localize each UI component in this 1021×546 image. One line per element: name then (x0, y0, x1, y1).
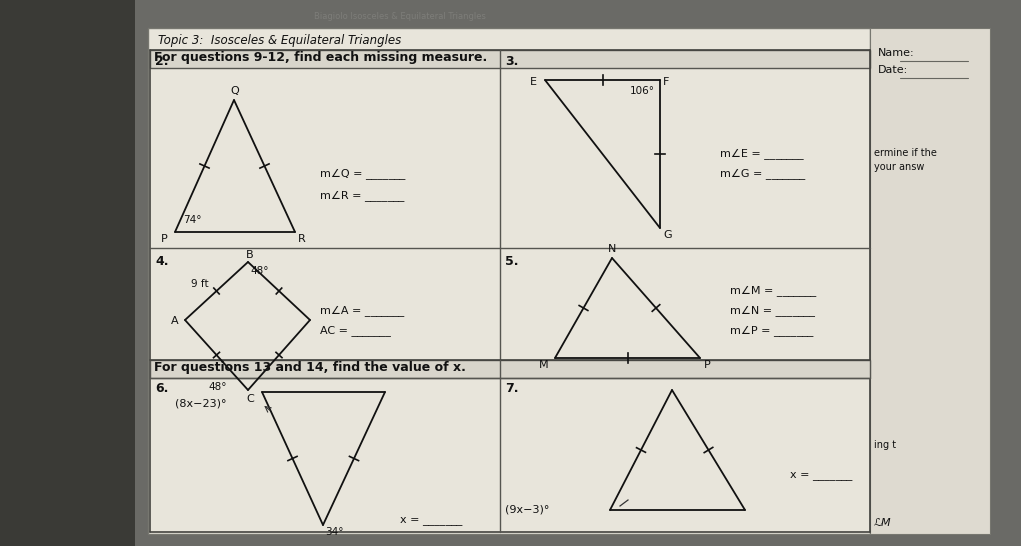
Bar (0, 0, 135, 546)
Text: x = _______: x = _______ (400, 515, 463, 525)
Text: m∠Q = _______: m∠Q = _______ (320, 168, 405, 179)
Bar (870, 28, 990, 534)
Text: For questions 9-12, find each missing measure.: For questions 9-12, find each missing me… (154, 51, 487, 64)
Bar (150, 50, 870, 68)
Text: 48°: 48° (208, 382, 227, 392)
Text: m∠G = _______: m∠G = _______ (720, 168, 806, 179)
Text: N: N (607, 244, 617, 254)
Text: x = _______: x = _______ (790, 470, 853, 480)
Text: your answ: your answ (874, 162, 924, 172)
Text: (8x−23)°: (8x−23)° (175, 398, 227, 408)
Text: AC = _______: AC = _______ (320, 325, 391, 336)
Bar (148, 28, 870, 534)
Text: Q: Q (230, 86, 239, 96)
Text: m∠A = _______: m∠A = _______ (320, 305, 404, 316)
Bar (135, 0, 1021, 546)
Text: Biagiolo Isosceles & Equilateral Triangles: Biagiolo Isosceles & Equilateral Triangl… (314, 12, 486, 21)
Text: Name:: Name: (878, 48, 915, 58)
Text: G: G (663, 230, 672, 240)
Text: m∠N = _______: m∠N = _______ (730, 305, 815, 316)
Text: F: F (663, 77, 670, 87)
Text: A: A (171, 316, 179, 326)
Text: 4.: 4. (155, 255, 168, 268)
Text: 6.: 6. (155, 382, 168, 395)
Text: 7.: 7. (505, 382, 519, 395)
Text: ℒM: ℒM (874, 518, 891, 528)
Text: 9 ft: 9 ft (191, 279, 208, 289)
Bar (150, 360, 870, 378)
Text: For questions 13 and 14, find the value of x.: For questions 13 and 14, find the value … (154, 361, 466, 374)
Polygon shape (155, 80, 220, 230)
Text: 5.: 5. (505, 255, 519, 268)
Text: 2.: 2. (155, 55, 168, 68)
Text: P: P (704, 360, 711, 370)
Text: (9x−3)°: (9x−3)° (505, 505, 549, 515)
Text: 34°: 34° (325, 527, 343, 537)
Text: C: C (246, 394, 254, 404)
Polygon shape (640, 60, 780, 230)
Text: m∠M = _______: m∠M = _______ (730, 285, 816, 296)
Text: 3.: 3. (505, 55, 519, 68)
Text: R: R (298, 234, 305, 244)
Text: B: B (246, 250, 253, 260)
Text: 106°: 106° (630, 86, 655, 96)
Text: M: M (539, 360, 548, 370)
Text: Date:: Date: (878, 65, 909, 75)
Text: m∠R = _______: m∠R = _______ (320, 190, 404, 201)
Text: ermine if the: ermine if the (874, 148, 937, 158)
Text: m∠P = _______: m∠P = _______ (730, 325, 814, 336)
Text: 74°: 74° (183, 215, 201, 225)
Text: ing t: ing t (874, 440, 896, 450)
Text: P: P (161, 234, 167, 244)
Text: Topic 3:  Isosceles & Equilateral Triangles: Topic 3: Isosceles & Equilateral Triangl… (158, 34, 401, 47)
Text: 48°: 48° (250, 266, 269, 276)
Text: m∠E = _______: m∠E = _______ (720, 148, 804, 159)
Text: E: E (530, 77, 537, 87)
